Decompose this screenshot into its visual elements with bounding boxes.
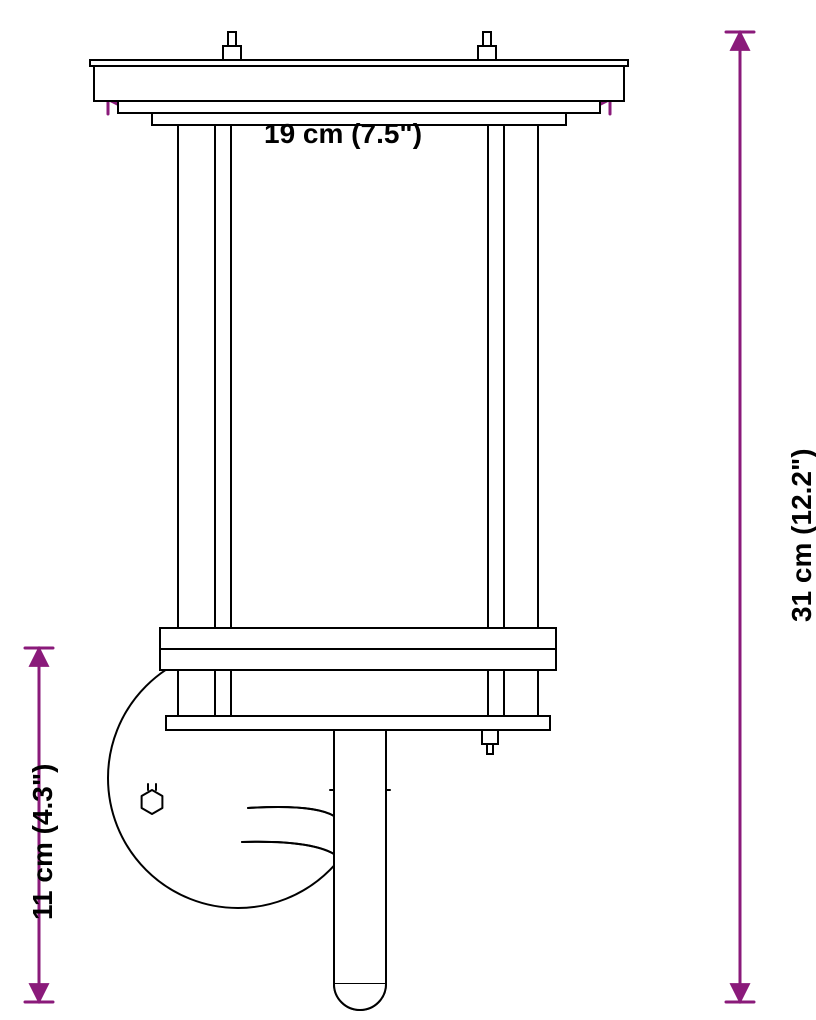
width-dimension-label: 19 cm (7.5") — [264, 118, 422, 150]
depth-dimension-label: 11 cm (4.3") — [27, 764, 59, 920]
height-dimension-label: 31 cm (12.2") — [786, 448, 816, 622]
diagram-stage: 19 cm (7.5") 31 cm (12.2") 11 cm (4.3") — [0, 0, 816, 1020]
technical-drawing — [0, 0, 816, 1020]
